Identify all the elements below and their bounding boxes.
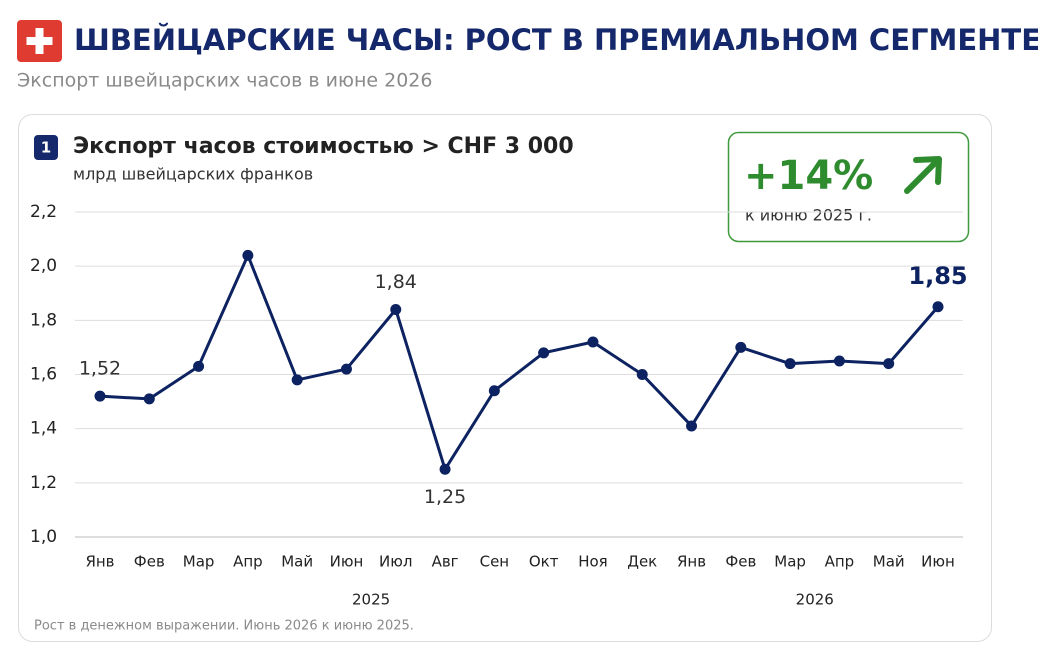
y-tick-label: 1,0	[30, 527, 57, 547]
callout-text: к июню 2025 г.	[745, 206, 872, 225]
x-group-label: 2026	[796, 591, 834, 609]
page-subtitle: Экспорт швейцарских часов в июне 2026	[17, 70, 432, 92]
badge-number: 1	[41, 139, 51, 157]
x-tick-label: Сен	[480, 553, 510, 571]
x-tick-label: Фев	[725, 553, 756, 571]
point	[340, 363, 352, 375]
y-tick-label: 1,6	[30, 365, 57, 385]
x-tick-label: Ноя	[578, 553, 607, 571]
point	[932, 301, 944, 313]
point	[291, 374, 303, 386]
card	[18, 114, 992, 642]
point	[784, 358, 796, 370]
data-label: 1,25	[424, 486, 466, 508]
x-tick-label: Окт	[529, 553, 559, 571]
y-tick-label: 2,0	[30, 256, 57, 276]
data-label: 1,84	[375, 271, 417, 293]
footnote: Рост в денежном выражении. Июнь 2026 к и…	[34, 619, 414, 634]
x-group-label: 2025	[352, 591, 390, 609]
up-arrow	[904, 156, 942, 194]
badge	[34, 135, 58, 160]
page-title: ШВЕЙЦАРСКИЕ ЧАСЫ: РОСТ В ПРЕМИАЛЬНОМ СЕГ…	[74, 23, 1038, 57]
data-label: 1,85	[908, 262, 967, 290]
point	[587, 336, 599, 348]
point	[538, 347, 550, 359]
x-tick-label: Дек	[627, 553, 657, 571]
x-tick-label: Янв	[677, 553, 706, 571]
x-tick-label: Июн	[330, 553, 364, 571]
flag-cross	[26, 37, 53, 45]
x-tick-label: Апр	[825, 553, 855, 571]
x-tick-label: Апр	[233, 553, 263, 571]
point	[143, 393, 155, 405]
x-tick-label: Фев	[134, 553, 165, 571]
line	[99, 253, 940, 471]
x-tick-label: Мар	[183, 553, 215, 571]
point	[883, 358, 895, 370]
point	[390, 304, 402, 315]
x-tick-label: Май	[873, 553, 905, 571]
point	[636, 369, 648, 380]
y-tick-label: 1,4	[30, 419, 57, 439]
point	[735, 341, 747, 353]
point	[833, 355, 845, 367]
point	[488, 385, 500, 397]
chart-subtitle: млрд швейцарских франков	[73, 165, 313, 184]
x-tick-label: Май	[281, 553, 313, 571]
x-tick-label: Янв	[85, 553, 114, 571]
data-label: 1,52	[79, 358, 121, 380]
y-tick-label: 1,2	[30, 473, 57, 493]
x-tick-label: Июл	[379, 553, 412, 571]
chart-title: Экспорт часов стоимостью > CHF 3 000	[73, 134, 574, 159]
x-tick-label: Мар	[774, 553, 806, 571]
point	[686, 420, 698, 432]
y-tick-label: 1,8	[30, 310, 57, 330]
point	[439, 463, 451, 475]
x-tick-label: Июн	[921, 553, 955, 571]
x-tick-label: Авг	[432, 553, 459, 571]
point	[94, 390, 106, 402]
callout-headline: +14%	[744, 153, 873, 199]
point	[193, 360, 205, 372]
point	[242, 249, 254, 261]
callout-box	[727, 131, 970, 243]
y-tick-label: 2,2	[30, 202, 57, 222]
